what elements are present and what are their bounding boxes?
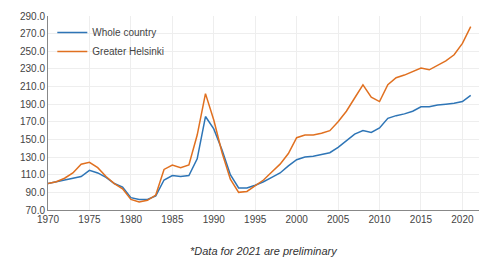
svg-text:250.0: 250.0 <box>20 46 45 57</box>
svg-text:70.0: 70.0 <box>26 205 46 216</box>
svg-text:*Data for 2021 are preliminary: *Data for 2021 are preliminary <box>190 245 338 257</box>
svg-text:290.0: 290.0 <box>20 11 45 22</box>
svg-text:2020: 2020 <box>451 214 474 225</box>
svg-text:110.0: 110.0 <box>21 169 46 180</box>
svg-text:1975: 1975 <box>78 214 101 225</box>
svg-text:90.0: 90.0 <box>26 187 46 198</box>
svg-text:210.0: 210.0 <box>20 81 45 92</box>
svg-text:Whole country: Whole country <box>92 27 156 38</box>
svg-text:190.0: 190.0 <box>20 99 45 110</box>
svg-text:150.0: 150.0 <box>20 134 45 145</box>
svg-text:170.0: 170.0 <box>20 116 45 127</box>
svg-text:130.0: 130.0 <box>20 152 45 163</box>
svg-text:1970: 1970 <box>37 214 60 225</box>
svg-text:2000: 2000 <box>286 214 309 225</box>
svg-text:1990: 1990 <box>203 214 226 225</box>
svg-text:1980: 1980 <box>120 214 143 225</box>
svg-text:Greater Helsinki: Greater Helsinki <box>92 46 164 57</box>
svg-text:270.0: 270.0 <box>20 28 45 39</box>
svg-text:1985: 1985 <box>161 214 184 225</box>
svg-text:230.0: 230.0 <box>20 63 45 74</box>
svg-text:1995: 1995 <box>244 214 267 225</box>
svg-text:2005: 2005 <box>327 214 350 225</box>
svg-text:2015: 2015 <box>410 214 433 225</box>
svg-text:2010: 2010 <box>368 214 391 225</box>
